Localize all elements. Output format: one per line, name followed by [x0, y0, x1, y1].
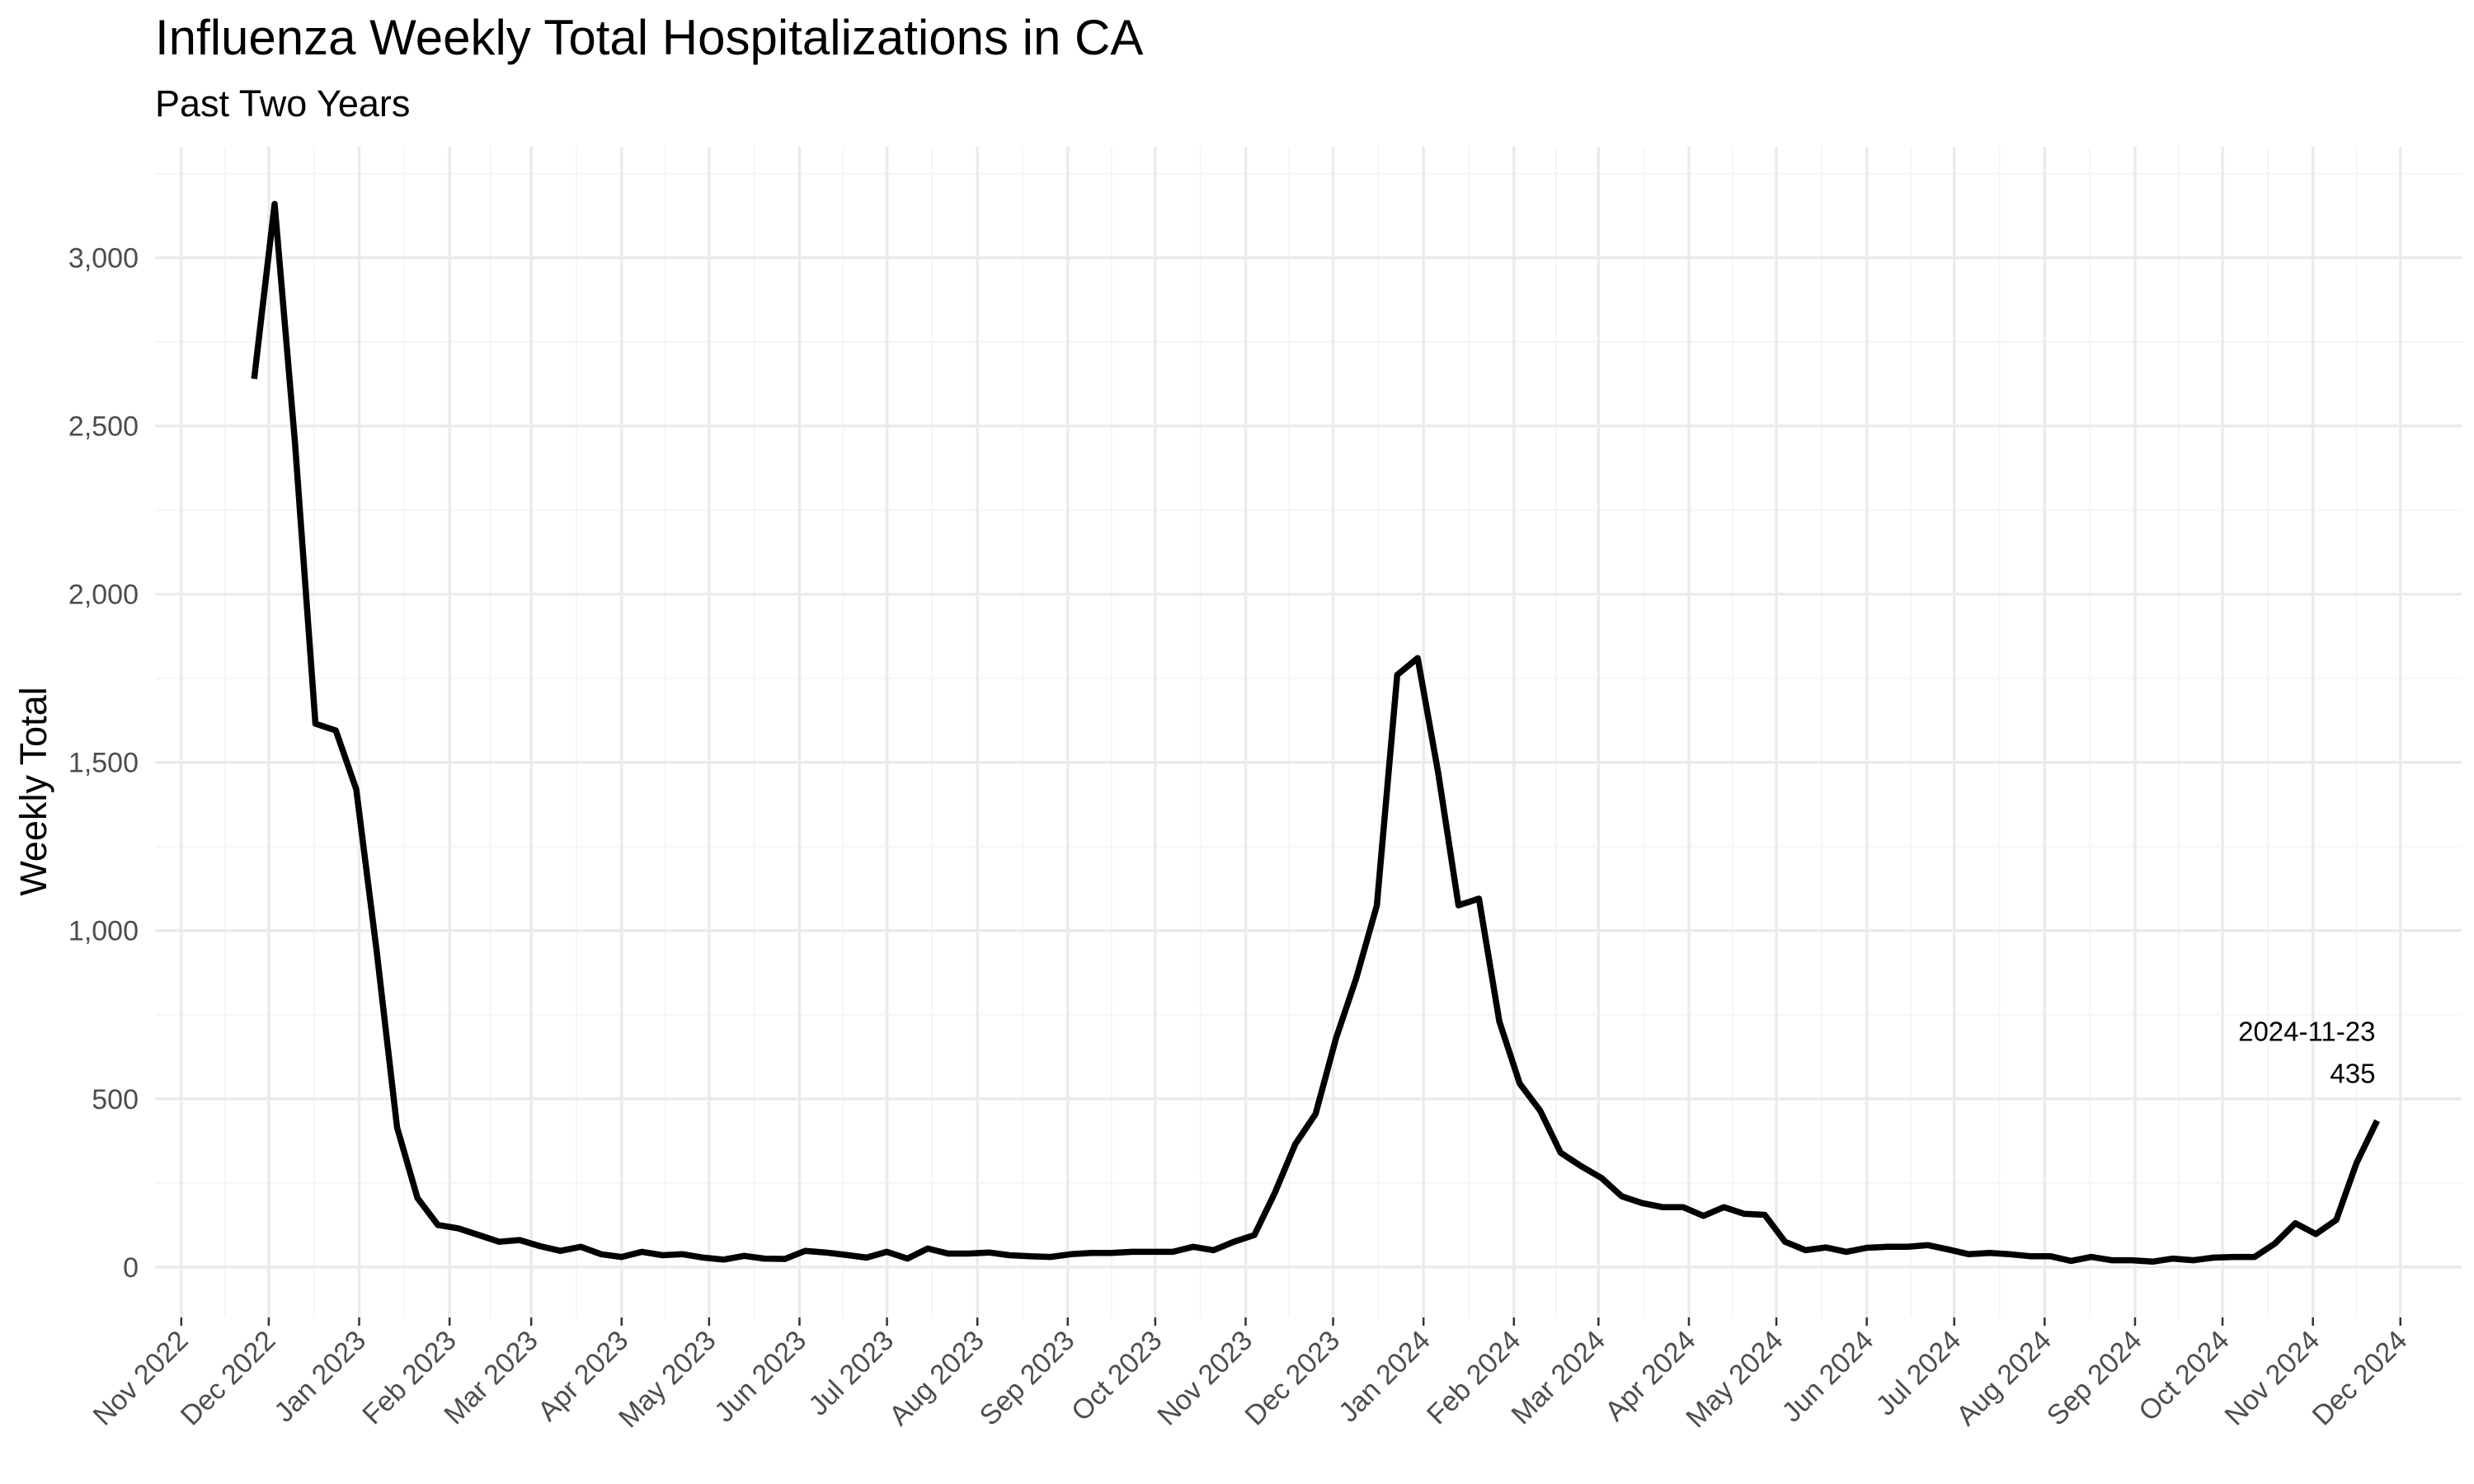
minor-gridlines	[155, 147, 2462, 1317]
x-tick-label: Nov 2022	[87, 1325, 195, 1432]
x-tick-label: Jun 2023	[708, 1325, 812, 1429]
x-tick-label: Jan 2024	[1333, 1325, 1437, 1429]
x-tick-label: Aug 2024	[1950, 1325, 2058, 1432]
y-tick-label: 3,000	[68, 243, 139, 275]
x-tick-label: Dec 2022	[175, 1325, 282, 1432]
annotation-value: 435	[2330, 1058, 2375, 1088]
chart-title: Influenza Weekly Total Hospitalizations …	[155, 10, 1143, 65]
y-tick-label: 1,000	[68, 916, 139, 947]
chart-subtitle: Past Two Years	[155, 82, 410, 124]
y-tick-label: 1,500	[68, 748, 139, 779]
x-tick-label: May 2024	[1680, 1325, 1789, 1434]
y-axis-ticks: 0 500 1,000 1,500 2,000 2,500 3,000	[68, 243, 139, 1284]
y-axis-label: Weekly Total	[12, 687, 54, 895]
major-gridlines	[155, 147, 2462, 1317]
x-tick-label: Dec 2023	[1239, 1325, 1346, 1432]
x-tick-label: Sep 2024	[2041, 1325, 2148, 1432]
x-tick-label: Jun 2024	[1776, 1325, 1880, 1429]
x-tick-label: Nov 2023	[1151, 1325, 1258, 1432]
series-line-weekly-total	[251, 200, 2380, 1266]
y-tick-label: 2,000	[68, 580, 139, 611]
y-tick-label: 2,500	[68, 411, 139, 443]
x-tick-label: May 2023	[613, 1325, 722, 1434]
x-tick-label: Jan 2023	[268, 1325, 372, 1429]
x-tick-label: Sep 2023	[974, 1325, 1081, 1432]
x-tick-label: Dec 2024	[2307, 1325, 2414, 1432]
x-tick-label: Mar 2024	[1506, 1325, 1611, 1430]
annotations: 2024-11-23 435	[2238, 1016, 2375, 1088]
x-tick-label: Aug 2023	[883, 1325, 990, 1432]
x-tick-label: Nov 2024	[2219, 1325, 2326, 1432]
annotation-date: 2024-11-23	[2238, 1016, 2375, 1046]
y-tick-label: 0	[123, 1252, 139, 1284]
y-tick-label: 500	[92, 1084, 139, 1115]
